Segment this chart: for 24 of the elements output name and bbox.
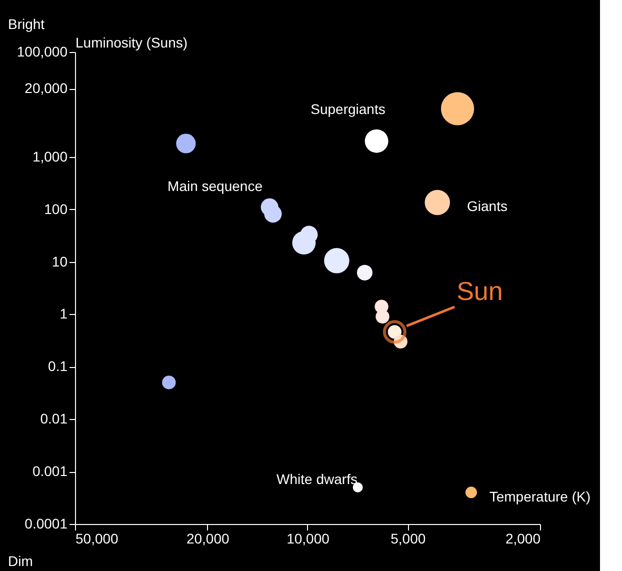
annotation: White dwarfs: [276, 471, 358, 487]
y-axis-title: Luminosity (Suns): [76, 34, 188, 50]
x-tick-label: 10,000: [286, 530, 330, 546]
y-tick-label: 100,000: [16, 44, 68, 60]
x-tick-label: 5,000: [390, 530, 426, 546]
y-tick-label: 0.0001: [24, 516, 68, 532]
x-tick-label: 2,000: [505, 530, 541, 546]
x-tick-label: 50,000: [76, 530, 119, 546]
y-tick-label: 1,000: [32, 148, 68, 164]
y-tick-label: 0.1: [48, 358, 68, 374]
y-tick-label: 100: [44, 200, 68, 217]
x-tick-label: 20,000: [186, 530, 230, 546]
y-tick-label: 1: [60, 306, 68, 322]
x-axis-title: Temperature (K): [489, 488, 590, 504]
y-tick-label: 10: [52, 253, 68, 270]
y-tick-label: 20,000: [24, 80, 68, 96]
annotation: Giants: [467, 198, 508, 214]
y-tick-label: 0.001: [32, 463, 68, 480]
annotation: Sun: [456, 276, 503, 306]
annotation: Main sequence: [168, 178, 263, 194]
annotation: Supergiants: [310, 101, 386, 117]
y-tick-label: 0.01: [40, 410, 68, 427]
text: Dim: [8, 553, 33, 569]
text: Bright: [8, 16, 45, 32]
